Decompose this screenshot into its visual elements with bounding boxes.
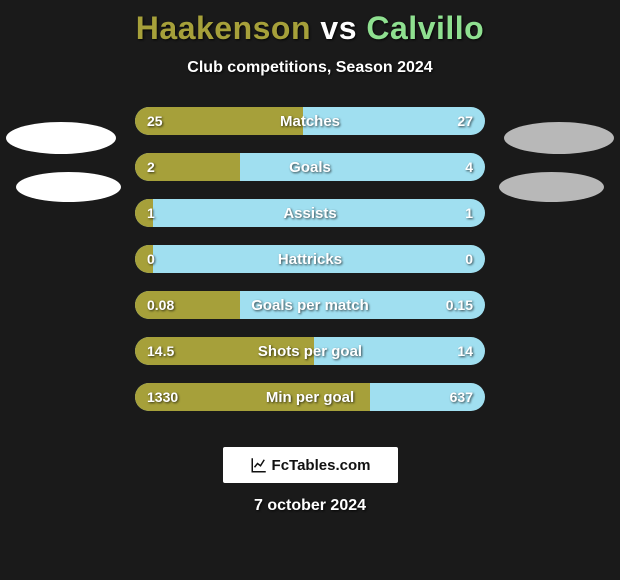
player1-name: Haakenson xyxy=(136,10,311,46)
stat-row: Hattricks00 xyxy=(135,245,485,291)
vs-text: vs xyxy=(320,10,357,46)
stat-bar-fill xyxy=(135,291,240,319)
stat-bar-fill xyxy=(135,199,153,227)
stat-bar-track: Assists11 xyxy=(135,199,485,227)
stat-bar-track: Shots per goal14.514 xyxy=(135,337,485,365)
stat-value-right: 14 xyxy=(457,337,473,365)
chart-icon xyxy=(250,456,268,474)
stat-bar-fill xyxy=(135,245,153,273)
stat-row: Goals24 xyxy=(135,153,485,199)
stat-bar-fill xyxy=(135,383,370,411)
stat-value-right: 4 xyxy=(465,153,473,181)
stat-row: Shots per goal14.514 xyxy=(135,337,485,383)
brand-logo: FcTables.com xyxy=(223,447,398,483)
stat-bar-fill xyxy=(135,337,314,365)
page-title: Haakenson vs Calvillo xyxy=(0,0,620,47)
stat-label: Assists xyxy=(135,199,485,227)
player2-name: Calvillo xyxy=(366,10,484,46)
stat-row: Goals per match0.080.15 xyxy=(135,291,485,337)
stat-bar-fill xyxy=(135,153,240,181)
stat-bar-track: Min per goal1330637 xyxy=(135,383,485,411)
stat-bar-track: Hattricks00 xyxy=(135,245,485,273)
stat-bar-track: Matches2527 xyxy=(135,107,485,135)
player2-badge-1 xyxy=(504,122,614,154)
subtitle: Club competitions, Season 2024 xyxy=(0,59,620,77)
stat-bar-track: Goals24 xyxy=(135,153,485,181)
stat-label: Hattricks xyxy=(135,245,485,273)
stat-bar-fill xyxy=(135,107,303,135)
comparison-chart: Matches2527 Goals24 Assists11 Hattricks00 Go… xyxy=(135,107,485,429)
stat-value-right: 0 xyxy=(465,245,473,273)
stat-row: Assists11 xyxy=(135,199,485,245)
stat-row: Min per goal1330637 xyxy=(135,383,485,429)
stat-value-right: 27 xyxy=(457,107,473,135)
stat-value-right: 0.15 xyxy=(446,291,473,319)
stat-row: Matches2527 xyxy=(135,107,485,153)
brand-text: FcTables.com xyxy=(272,457,371,474)
stat-value-right: 637 xyxy=(450,383,473,411)
stat-bar-track: Goals per match0.080.15 xyxy=(135,291,485,319)
player1-badge-1 xyxy=(6,122,116,154)
date-text: 7 october 2024 xyxy=(0,497,620,515)
player2-badge-2 xyxy=(499,172,604,202)
player1-badge-2 xyxy=(16,172,121,202)
stat-value-right: 1 xyxy=(465,199,473,227)
